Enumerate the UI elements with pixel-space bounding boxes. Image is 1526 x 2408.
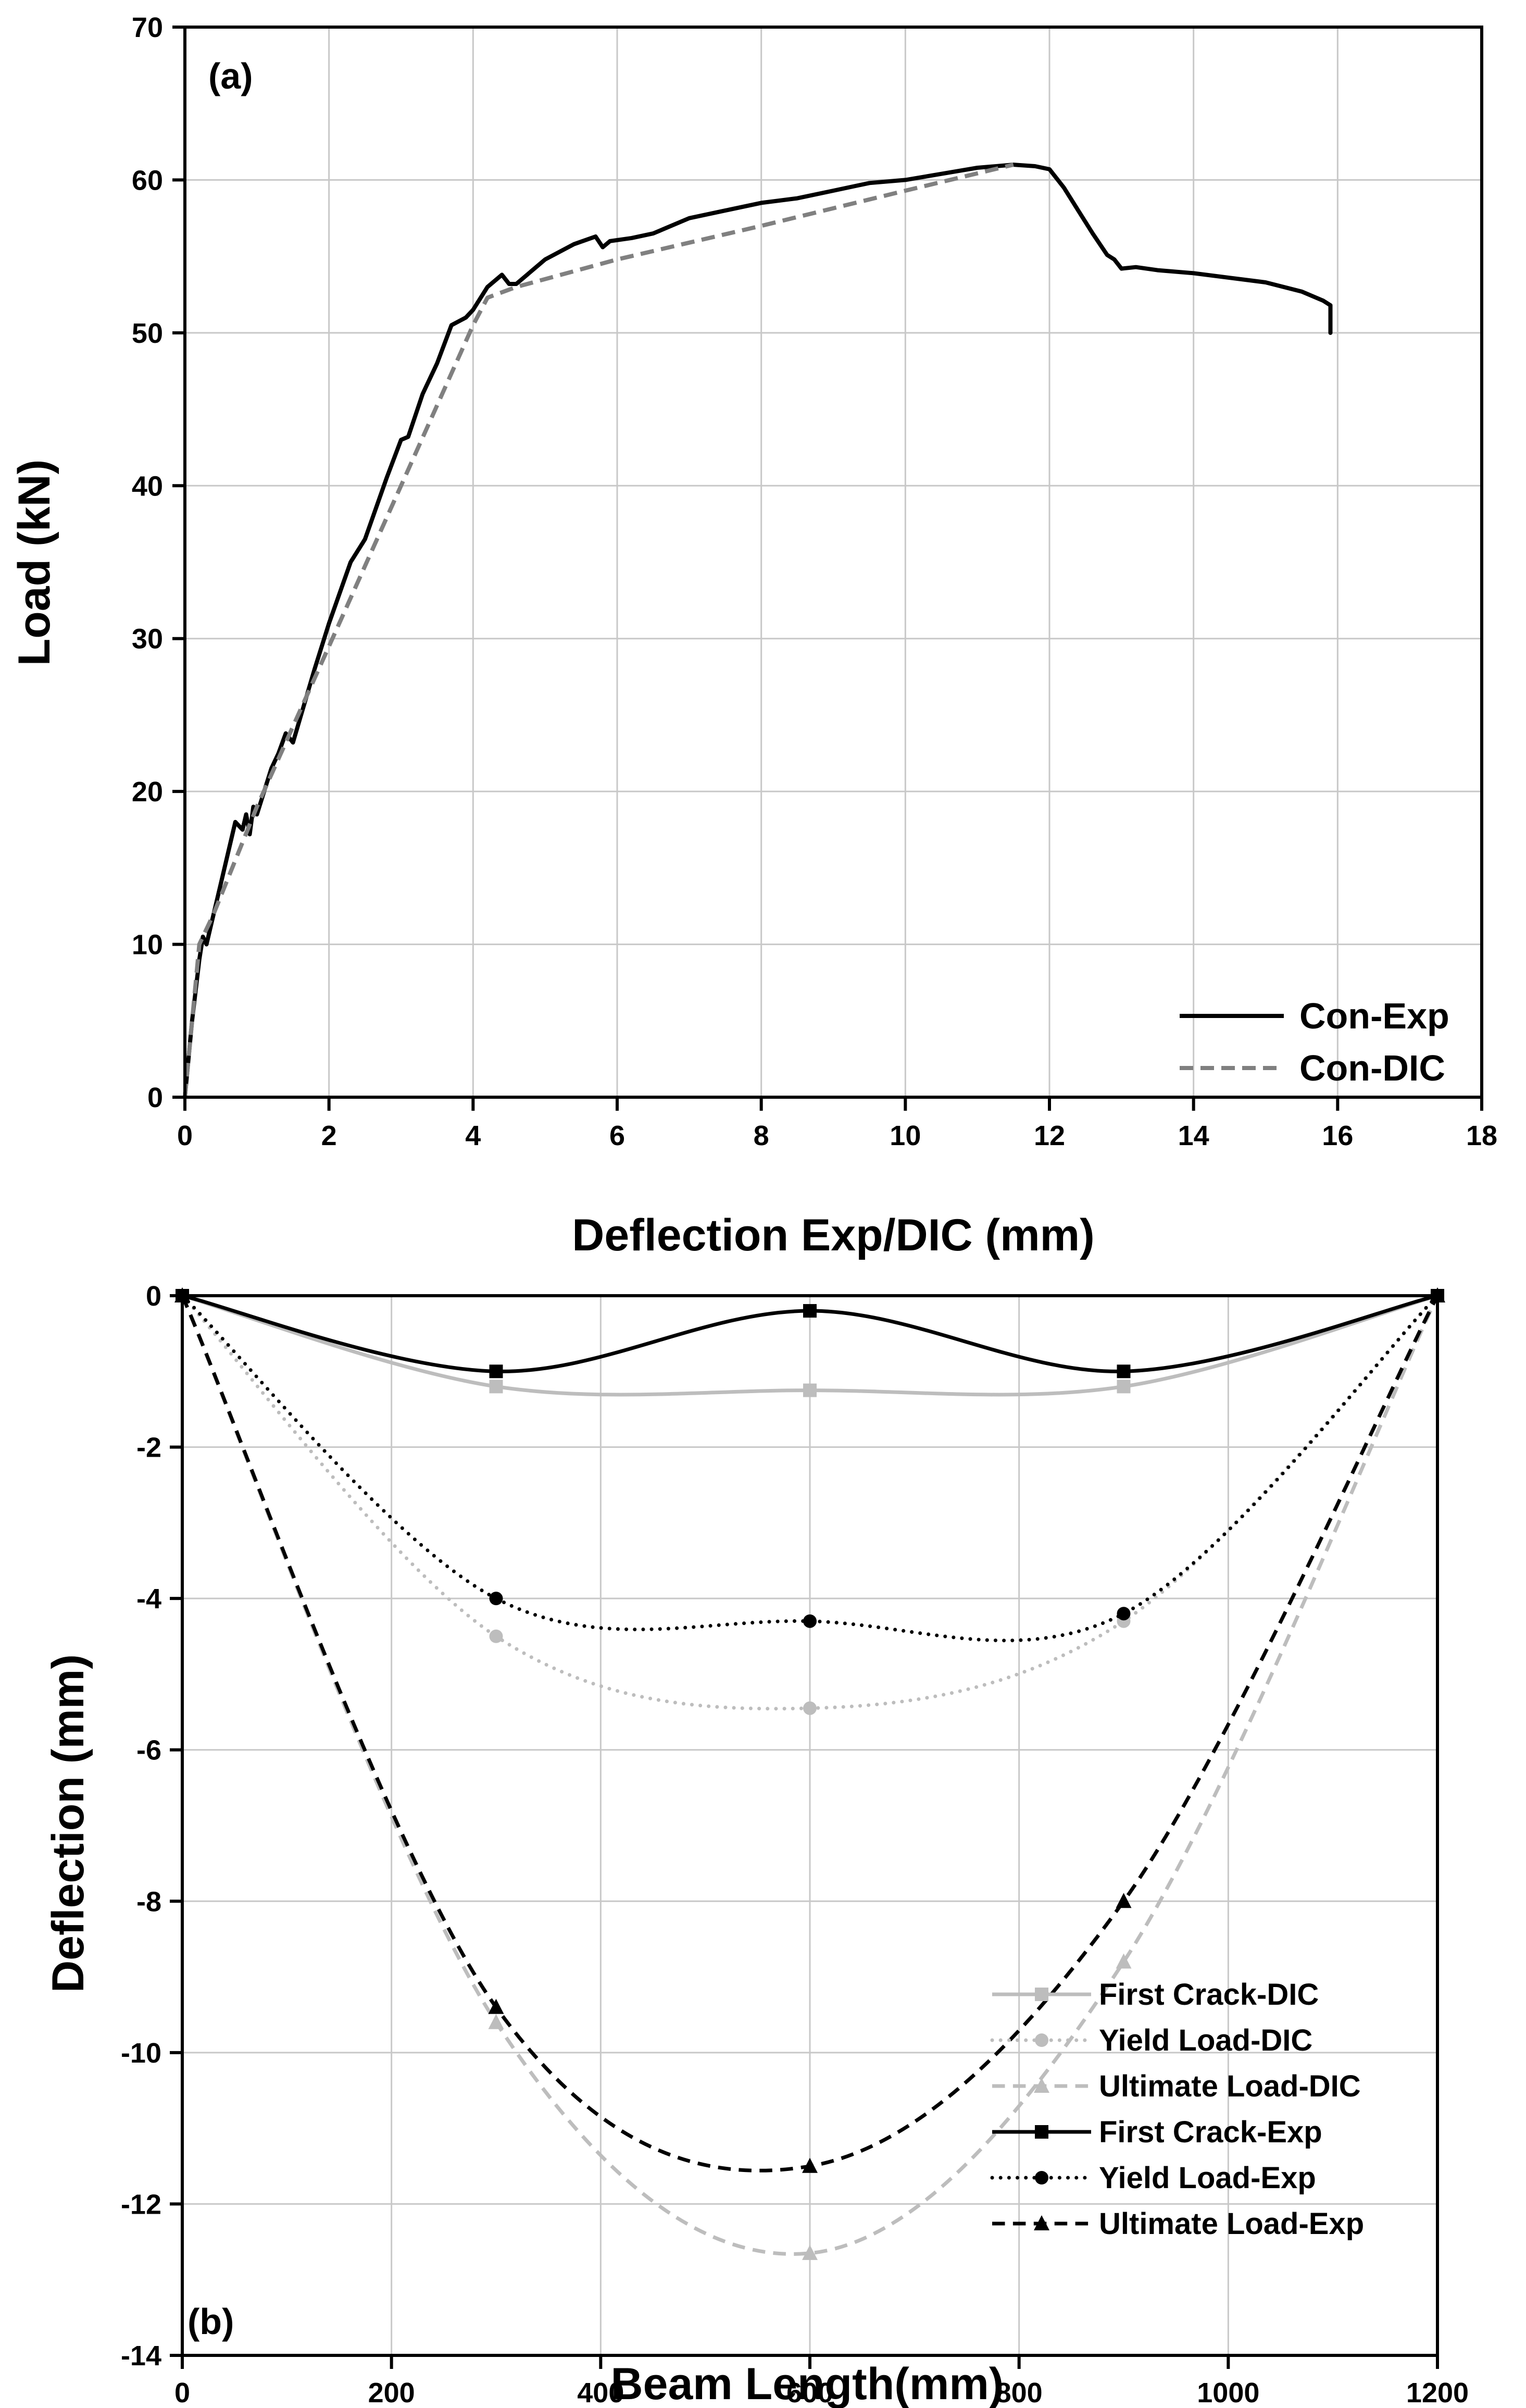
panel-a-y-tick-label: 50	[132, 318, 163, 349]
panel-a-y-tick-label: 60	[132, 165, 163, 196]
panel-a-load-deflection-chart: 0 2 4 6 8 10 12 14 16 18 0 10 20 30 40 50 60 70 (a) Defle…	[9, 12, 1497, 1260]
panel-a-y-tick-label: 30	[132, 624, 163, 655]
panel-a-y-tick-label: 20	[132, 776, 163, 808]
legend-label-con-exp: Con-Exp	[1299, 996, 1449, 1036]
panel-a-x-tick-label: 14	[1178, 1120, 1209, 1151]
marker-yield-load-dic	[489, 1629, 503, 1643]
marker-ultimate-load-exp	[1116, 1893, 1132, 1908]
marker-yield-load-exp	[489, 1592, 503, 1606]
marker-first-crack-exp	[1117, 1364, 1131, 1379]
legend-marker-ultimate-load-exp	[1034, 2215, 1049, 2230]
panel-a-x-tick-label: 6	[609, 1120, 625, 1151]
panel-b-ticks: 0 200 400 600 800 1000 1200 0 -2 -4 -6 -8 -10 -12 -14	[121, 1281, 1469, 2408]
marker-ultimate-load-dic	[802, 2244, 818, 2260]
marker-yield-load-exp	[803, 1614, 817, 1628]
panel-b-x-tick-label: 1200	[1406, 2377, 1469, 2408]
marker-ultimate-load-exp	[802, 2157, 818, 2173]
marker-yield-load-exp	[1117, 1607, 1131, 1621]
panel-b-label: (b)	[187, 2301, 234, 2342]
panel-a-grid	[185, 27, 1482, 1097]
panel-b-y-axis-title: Deflection (mm)	[43, 1654, 93, 1993]
panel-a-x-tick-label: 18	[1466, 1120, 1497, 1151]
marker-ultimate-load-dic	[1116, 1953, 1132, 1969]
panel-a-x-tick-label: 0	[177, 1120, 193, 1151]
panel-a-frame	[183, 26, 1483, 1099]
legend-marker-yield-load-dic	[1035, 2033, 1048, 2047]
panel-b-x-tick-label: 800	[996, 2377, 1043, 2408]
marker-first-crack-exp	[803, 1304, 817, 1318]
panel-a-x-tick-label: 12	[1034, 1120, 1065, 1151]
legend-marker-ultimate-load-dic	[1034, 2078, 1049, 2093]
panel-b-y-tick-label: -12	[121, 2189, 161, 2220]
panel-b-y-tick-label: -14	[121, 2340, 161, 2372]
panel-a-x-tick-label: 2	[321, 1120, 337, 1151]
panel-a-ticks: 0 2 4 6 8 10 12 14 16 18 0 10 20 30 40 50 60 70	[132, 12, 1497, 1151]
panel-a-y-tick-label: 0	[147, 1082, 163, 1113]
legend-label-yield-load-exp: Yield Load-Exp	[1099, 2161, 1316, 2195]
panel-a-x-tick-label: 10	[890, 1120, 921, 1151]
panel-a-series	[183, 163, 1333, 1099]
panel-b-x-axis-title: Beam Length(mm)	[611, 2359, 1004, 2408]
legend-label-first-crack-dic: First Crack-DIC	[1099, 1978, 1319, 2012]
panel-b-x-tick-label: 400	[577, 2377, 624, 2408]
panel-a-y-tick-label: 70	[132, 12, 163, 43]
marker-first-crack-dic	[803, 1383, 817, 1397]
panel-a-legend: Con-Exp Con-DIC	[1180, 996, 1449, 1088]
panel-b-y-tick-label: 0	[146, 1281, 161, 1312]
marker-first-crack-dic	[489, 1380, 503, 1394]
panel-b-y-tick-label: -10	[121, 2038, 161, 2069]
legend-marker-first-crack-dic	[1035, 1988, 1048, 2001]
panel-a-series-line-con-exp	[183, 163, 1333, 1099]
legend-marker-first-crack-exp	[1035, 2125, 1048, 2139]
panel-b-y-tick-label: -8	[136, 1886, 161, 1917]
marker-first-crack-dic	[1117, 1380, 1131, 1394]
marker-ultimate-load-dic	[488, 2014, 504, 2029]
panel-b-legend: First Crack-DIC Yield Load-DIC Ultimate Lo…	[990, 1978, 1364, 2241]
panel-b-x-tick-label: 0	[174, 2377, 190, 2408]
panel-b-y-tick-label: -6	[136, 1735, 161, 1766]
panel-b-y-tick-label: -2	[136, 1432, 161, 1463]
panel-b-x-tick-label: 1000	[1197, 2377, 1259, 2408]
marker-first-crack-exp	[489, 1364, 503, 1379]
panel-a-x-tick-label: 8	[754, 1120, 769, 1151]
panel-a-y-tick-label: 40	[132, 470, 163, 502]
panel-a-x-tick-label: 4	[465, 1120, 481, 1151]
panel-a-x-tick-label: 16	[1322, 1120, 1353, 1151]
panel-b-beam-deflection-chart: 0 200 400 600 800 1000 12000-2-4-6-8-10-12-14 …	[43, 1281, 1469, 2408]
legend-marker-yield-load-exp	[1035, 2171, 1048, 2184]
legend-label-yield-load-dic: Yield Load-DIC	[1099, 2024, 1312, 2057]
legend-label-ultimate-load-exp: Ultimate Load-Exp	[1099, 2207, 1364, 2241]
legend-label-first-crack-exp: First Crack-Exp	[1099, 2115, 1322, 2149]
legend-label-con-dic: Con-DIC	[1299, 1048, 1445, 1088]
panel-a-x-axis-title: Deflection Exp/DIC (mm)	[572, 1210, 1094, 1260]
marker-ultimate-load-exp	[488, 1999, 504, 2014]
panel-b-x-tick-label: 600	[786, 2377, 833, 2408]
panel-b-grid	[182, 1296, 1437, 2355]
series-line-ultimate-load-dic	[180, 1295, 1440, 2256]
panel-b-x-tick-label: 200	[368, 2377, 415, 2408]
panel-a-y-tick-label: 10	[132, 929, 163, 961]
panel-b-y-tick-label: -4	[136, 1583, 161, 1615]
legend-label-ultimate-load-dic: Ultimate Load-DIC	[1099, 2069, 1361, 2103]
panel-a-label: (a)	[208, 56, 253, 96]
panel-a-y-axis-title: Load (kN)	[9, 460, 59, 666]
marker-yield-load-dic	[803, 1701, 817, 1715]
